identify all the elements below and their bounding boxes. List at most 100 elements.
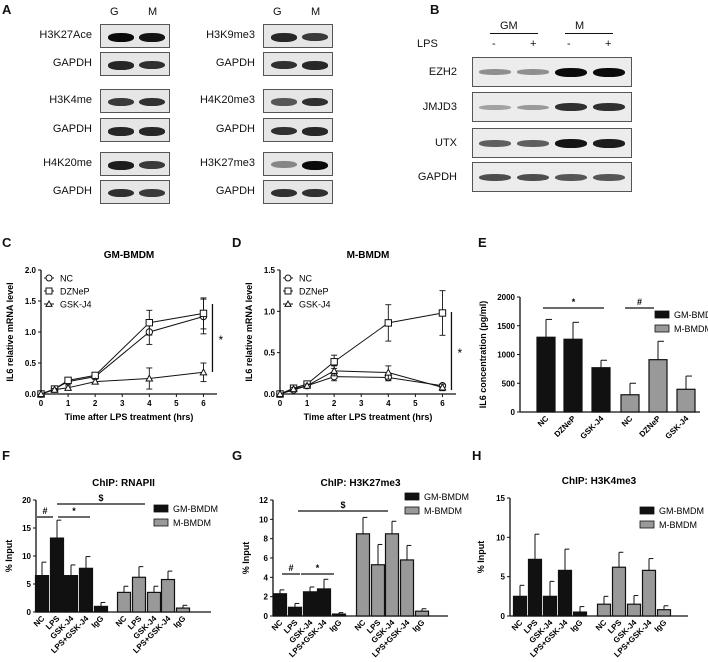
blot-label: UTX xyxy=(435,137,457,149)
y-tick-label: 20 xyxy=(22,496,31,505)
bar xyxy=(591,367,611,413)
blot-label: GAPDH xyxy=(215,57,255,69)
x-tick-label: 2 xyxy=(332,399,337,408)
blot-image xyxy=(472,57,632,87)
bar xyxy=(63,574,79,613)
significance-marker: $ xyxy=(340,500,345,510)
bar xyxy=(676,388,696,413)
y-tick-label: 10 xyxy=(259,515,268,524)
blot-label: GAPDH xyxy=(52,123,92,135)
lps-label: LPS xyxy=(417,38,438,50)
legend-label: M-BMDM xyxy=(674,324,708,334)
y-tick-label: 6 xyxy=(264,554,269,563)
legend-label: M-BMDM xyxy=(173,518,211,528)
band xyxy=(108,127,134,136)
legend-label: NC xyxy=(299,274,312,284)
band xyxy=(555,173,587,181)
x-tick-label: IgG xyxy=(90,614,106,630)
band xyxy=(479,173,511,181)
y-tick-label: 1500 xyxy=(497,322,515,331)
bar xyxy=(34,574,50,613)
group-underline xyxy=(565,33,613,34)
band xyxy=(139,33,165,42)
band xyxy=(302,189,328,198)
band xyxy=(555,139,587,148)
blot-image xyxy=(263,24,333,48)
lps-sign: - xyxy=(567,38,571,50)
band xyxy=(517,173,549,181)
bar xyxy=(384,533,400,617)
band xyxy=(593,68,625,77)
group-underline xyxy=(490,33,538,34)
x-tick-label: 1 xyxy=(305,399,310,408)
band xyxy=(302,127,328,136)
band xyxy=(593,173,625,181)
chart-title: M-BMDM xyxy=(347,250,390,261)
significance-marker: * xyxy=(72,506,76,516)
band xyxy=(108,61,134,70)
bar xyxy=(563,338,583,413)
band xyxy=(108,189,134,198)
blot-label: GAPDH xyxy=(215,123,255,135)
x-tick-label: 2 xyxy=(93,399,98,408)
blot-image xyxy=(472,162,632,192)
band xyxy=(271,98,297,106)
blot-image xyxy=(263,89,333,113)
band xyxy=(108,33,134,42)
y-tick-label: 0.0 xyxy=(264,390,276,399)
band xyxy=(593,139,625,148)
significance-marker: * xyxy=(572,297,576,307)
x-tick-label: 4 xyxy=(386,399,391,408)
chart-title: ChIP: H3K27me3 xyxy=(320,478,400,489)
significance-marker: $ xyxy=(98,493,103,503)
group-header-gm: GM xyxy=(500,20,518,32)
y-tick-label: 0 xyxy=(501,612,506,621)
bar xyxy=(414,610,430,617)
blot-label: H3K9me3 xyxy=(206,29,255,41)
x-tick-label: IgG xyxy=(328,618,344,634)
blot-label: H4K20me xyxy=(43,157,92,169)
x-tick-label: IgG xyxy=(569,618,585,634)
bar xyxy=(331,613,347,617)
y-tick-label: 12 xyxy=(259,496,268,505)
bar xyxy=(527,558,543,617)
y-tick-label: 4 xyxy=(264,573,269,582)
band xyxy=(302,61,328,70)
x-tick-label: NC xyxy=(536,414,551,429)
y-tick-label: 0 xyxy=(264,612,269,621)
x-axis-label: Time after LPS treatment (hrs) xyxy=(65,412,194,422)
y-axis-label: IL6 relative mRNA level xyxy=(244,282,254,381)
panel-label-g: G xyxy=(232,448,243,463)
x-tick-label: DZNeP xyxy=(552,414,577,439)
chart-c-gm-bmdm-line: GM-BMDM 0.0 0.5 1.0 1.5 2.0 0 1 2 3 4 5 6 Time after … xyxy=(5,250,223,422)
lps-sign: + xyxy=(605,38,612,50)
y-tick-label: 1.0 xyxy=(264,307,276,316)
bar xyxy=(287,606,303,617)
chart-e-il6-concentration-bar: 0 500 1000 1500 2000 IL6 concentration (pg/ml… xyxy=(478,293,708,441)
x-tick-label: GSK-J4 xyxy=(664,414,691,441)
blot-image xyxy=(100,52,170,76)
x-tick-label: 3 xyxy=(120,399,125,408)
bar xyxy=(557,569,573,617)
band xyxy=(271,161,297,169)
band xyxy=(271,33,297,42)
y-tick-label: 1.0 xyxy=(25,328,37,337)
blot-image xyxy=(100,24,170,48)
x-tick-label: 0 xyxy=(39,399,44,408)
legend-label: DZNeP xyxy=(299,287,329,297)
x-tick-label: GSK-J4 xyxy=(579,414,606,441)
bar xyxy=(93,605,109,613)
significance-marker: # xyxy=(42,506,47,516)
legend-label: M-BMDM xyxy=(424,506,462,516)
bar xyxy=(572,611,588,617)
band xyxy=(139,98,165,107)
x-tick-label: 6 xyxy=(440,399,445,408)
band xyxy=(479,139,511,147)
y-axis-label: % Input xyxy=(4,540,14,573)
band xyxy=(517,104,549,110)
blot-label: GAPDH xyxy=(52,57,92,69)
y-axis-label: IL6 relative mRNA level xyxy=(5,282,15,381)
panel-label-h: H xyxy=(472,448,482,463)
bar xyxy=(131,576,147,613)
blot-label: H3K27me3 xyxy=(199,157,255,169)
